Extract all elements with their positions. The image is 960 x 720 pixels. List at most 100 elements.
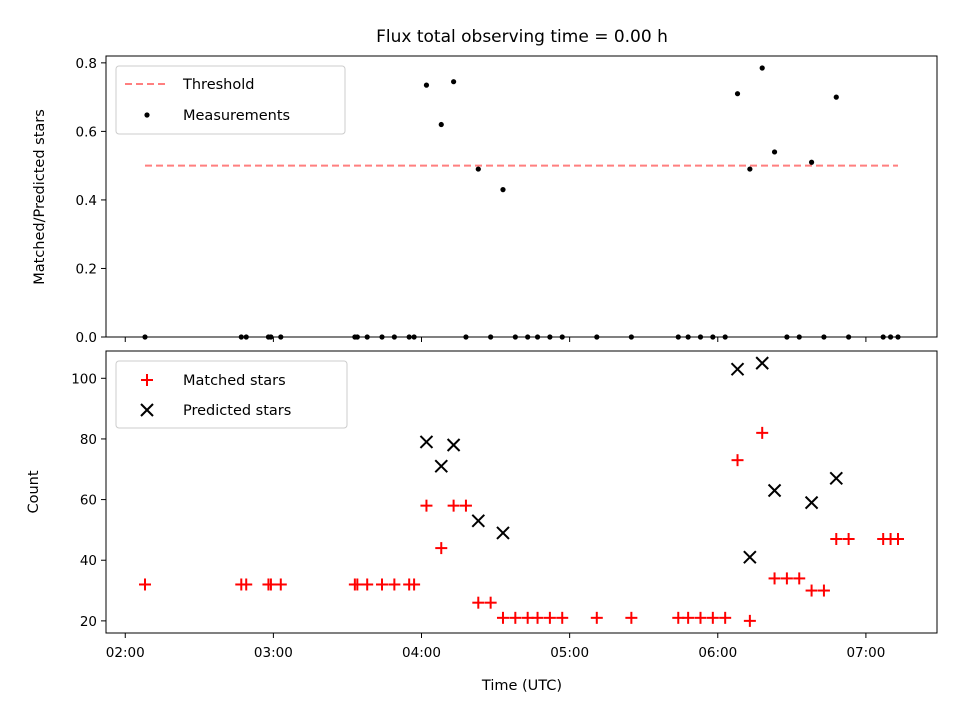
matched-star-point (556, 611, 569, 624)
measurement-point (525, 334, 531, 340)
measurement-point (759, 65, 765, 71)
matched-star-point (472, 596, 485, 609)
bottom-y-axis-label: Count (26, 470, 42, 513)
measurement-point (142, 334, 148, 340)
measurement-point (268, 334, 274, 340)
bottom-x-axis-ticks: 02:00 03:00 04:00 05:00 06:00 07:00 (106, 633, 885, 661)
y-tick-label: 40 (80, 553, 97, 569)
measurement-point (887, 334, 894, 340)
measurement-point (391, 334, 397, 340)
predicted-star-point (446, 438, 461, 452)
matched-star-point (625, 611, 638, 624)
matched-star-point (743, 614, 756, 627)
predicted-star-point (755, 356, 769, 370)
measurement-point (784, 334, 790, 340)
measurement-point (697, 334, 704, 340)
measurement-point (833, 94, 839, 100)
y-tick-label: 0.8 (76, 56, 97, 72)
matched-star-point (590, 611, 603, 624)
matched-star-point (139, 578, 152, 591)
matched-star-point (805, 584, 818, 597)
matched-star-point (706, 611, 719, 624)
measurement-point (534, 334, 541, 340)
matched-star-point (361, 578, 374, 591)
predicted-star-point (767, 483, 782, 498)
matched-star-point (780, 572, 793, 585)
x-tick-label: 04:00 (402, 645, 441, 661)
measurement-point (675, 334, 681, 340)
matched-star-point (543, 611, 556, 624)
measurement-point (685, 334, 691, 340)
matched-star-point (408, 578, 421, 591)
measurement-point (238, 334, 244, 340)
measurement-point (796, 334, 802, 340)
measurement-point (243, 334, 249, 340)
matched-star-point (376, 578, 389, 591)
matched-star-point (274, 578, 287, 591)
matched-star-point (447, 499, 460, 512)
bottom-y-axis-ticks: 20 40 60 80 100 (71, 371, 106, 630)
predicted-stars-points (419, 356, 843, 564)
matched-star-point (509, 611, 522, 624)
y-tick-label: 80 (80, 432, 97, 448)
predicted-star-point (434, 459, 448, 473)
matched-stars-points (139, 426, 904, 627)
measurement-point (734, 91, 741, 97)
bottom-legend: Matched stars Predicted stars (115, 360, 348, 429)
y-tick-label: 60 (80, 493, 97, 509)
predicted-star-point (419, 435, 434, 449)
matched-star-point (531, 611, 544, 624)
measurement-point (406, 334, 412, 340)
x-tick-label: 07:00 (846, 645, 885, 661)
measurement-point (559, 334, 565, 340)
x-tick-label: 05:00 (550, 645, 589, 661)
y-tick-label: 0.2 (76, 261, 97, 277)
matched-star-point (891, 533, 904, 545)
y-tick-label: 100 (71, 371, 97, 387)
y-tick-label: 0.4 (76, 193, 97, 209)
matched-star-point (435, 542, 448, 555)
measurement-point (354, 334, 360, 340)
matched-star-point (830, 533, 843, 545)
matched-star-point (496, 611, 509, 624)
x-tick-label: 06:00 (698, 645, 737, 661)
measurement-point (846, 334, 852, 340)
measurement-point (771, 149, 778, 155)
matched-star-point (484, 596, 497, 609)
measurement-point (594, 334, 600, 340)
chart-title: Flux total observing time = 0.00 h (376, 27, 668, 47)
measurement-point (808, 159, 815, 165)
matched-star-point (842, 533, 855, 545)
legend-predicted-swatch (140, 403, 154, 417)
measurement-point (628, 334, 634, 340)
matched-star-point (694, 611, 707, 624)
matched-star-point (682, 611, 695, 624)
matched-star-point (756, 426, 769, 439)
legend-measurements-label: Measurements (183, 108, 290, 124)
measurement-point (451, 79, 457, 85)
legend-predicted-label: Predicted stars (183, 403, 291, 419)
measurement-point (423, 82, 430, 88)
measurement-point (547, 334, 553, 340)
top-y-axis-ticks: 0.0 0.2 0.4 0.6 0.8 (76, 56, 106, 346)
bottom-legend-box (115, 360, 348, 429)
measurement-point (722, 334, 728, 340)
measurement-point (411, 334, 417, 340)
measurement-point (475, 166, 481, 172)
measurement-point (880, 334, 886, 340)
measurement-point (364, 334, 370, 340)
y-tick-label: 0.6 (76, 124, 97, 140)
y-tick-label: 0.0 (76, 330, 97, 346)
measurement-point (463, 334, 469, 340)
top-panel: 0.00.20.40.60.8 Matched/Predicted stars … (32, 55, 938, 346)
measurement-point (710, 334, 716, 340)
measurement-point (747, 166, 753, 172)
legend-threshold-label: Threshold (182, 77, 254, 93)
legend-measurements-swatch (144, 112, 150, 118)
x-axis-label: Time (UTC) (481, 678, 562, 694)
matched-star-point (388, 578, 401, 591)
top-x-axis-ticks (124, 337, 867, 342)
x-tick-label: 03:00 (254, 645, 293, 661)
top-y-axis-label: Matched/Predicted stars (32, 109, 48, 285)
